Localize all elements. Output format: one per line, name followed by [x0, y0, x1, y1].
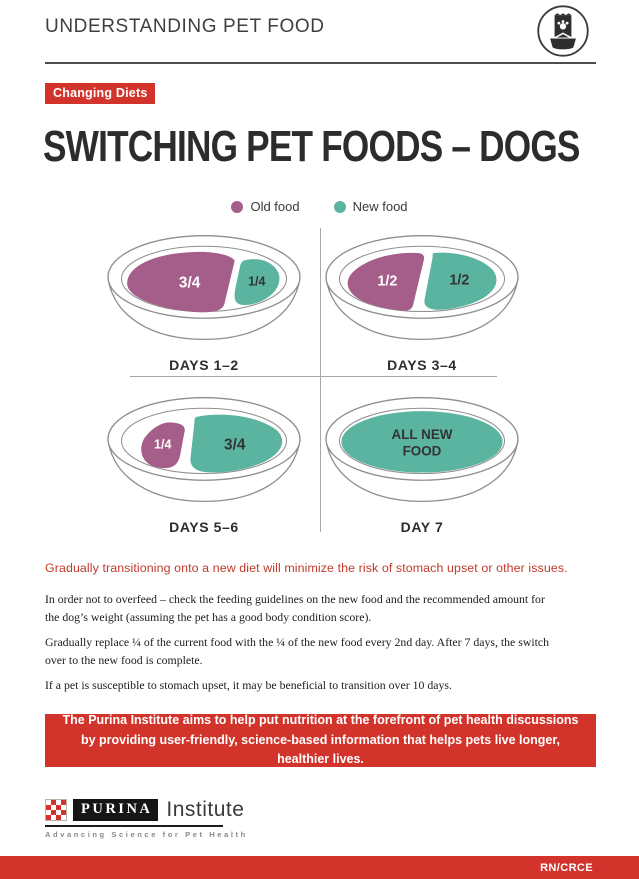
- section-badge: Changing Diets: [45, 83, 156, 104]
- pet-food-bag-and-bowl-icon: [537, 5, 589, 57]
- logo-tagline: Advancing Science for Pet Health: [45, 830, 248, 839]
- legend-item-new-food: New food: [333, 199, 408, 214]
- bowl-panel-days-1-2: 3/4 1/4 DAYS 1–2: [96, 228, 312, 373]
- page-title: SWITCHING PET FOODS – DOGS: [43, 122, 580, 171]
- page-header-title: UNDERSTANDING PET FOOD: [45, 16, 325, 37]
- legend: Old food New food: [0, 199, 639, 214]
- old-fraction-label: 1/2: [377, 274, 397, 290]
- all-new-food-label-line2: FOOD: [403, 443, 442, 458]
- bowl-panel-days-5-6: 1/4 3/4 DAYS 5–6: [96, 390, 312, 535]
- purina-institute-logo: PURINA Institute Advancing Science for P…: [45, 798, 248, 839]
- bowl-days-5-6-illustration: 1/4 3/4: [107, 397, 301, 503]
- grid-divider-horizontal: [130, 376, 497, 377]
- bowl-days-3-4-illustration: 1/2 1/2: [325, 235, 519, 341]
- purina-institute-callout: The Purina Institute aims to help put nu…: [45, 713, 596, 767]
- header-divider: [45, 62, 596, 64]
- old-food-dot-icon: [231, 200, 244, 213]
- grid-divider-vertical: [320, 228, 321, 532]
- institute-wordmark: Institute: [166, 798, 245, 821]
- bowl-day-7-illustration: ALL NEW FOOD: [325, 397, 519, 503]
- paragraph-overfeed: In order not to overfeed – check the fee…: [45, 592, 545, 624]
- legend-item-old-food: Old food: [231, 199, 300, 214]
- purina-wordmark: PURINA: [73, 799, 159, 821]
- old-fraction-label: 3/4: [179, 275, 201, 292]
- legend-label: New food: [352, 199, 408, 214]
- bowl-panel-days-3-4: 1/2 1/2 DAYS 3–4: [314, 228, 530, 373]
- bowl-caption: DAYS 5–6: [169, 519, 239, 535]
- bowl-panel-day-7: ALL NEW FOOD DAY 7: [314, 390, 530, 535]
- new-fraction-label: 1/2: [449, 273, 469, 289]
- all-new-food-label-line1: ALL NEW: [392, 427, 453, 442]
- purina-checkerboard-icon: [45, 799, 67, 821]
- new-food-dot-icon: [333, 200, 346, 213]
- bowl-caption: DAY 7: [400, 519, 444, 535]
- new-fraction-label: 3/4: [224, 437, 246, 454]
- logo-divider: [45, 825, 223, 827]
- paragraph-susceptible: If a pet is susceptible to stomach upset…: [45, 677, 452, 692]
- old-fraction-label: 1/4: [154, 438, 171, 452]
- bowl-caption: DAYS 1–2: [169, 357, 239, 373]
- document-code: RN/CRCE: [540, 861, 593, 874]
- legend-label: Old food: [250, 199, 300, 214]
- callout-text: The Purina Institute aims to help put nu…: [62, 713, 579, 767]
- new-fraction-label: 1/4: [248, 275, 265, 289]
- highlight-sentence: Gradually transitioning onto a new diet …: [45, 561, 568, 575]
- paragraph-replace: Gradually replace ¼ of the current food …: [45, 634, 550, 667]
- bowl-caption: DAYS 3–4: [387, 357, 457, 373]
- bottom-red-bar: RN/CRCE: [0, 856, 639, 879]
- bowl-days-1-2-illustration: 3/4 1/4: [107, 235, 301, 341]
- body-text: In order not to overfeed – check the fee…: [45, 591, 561, 702]
